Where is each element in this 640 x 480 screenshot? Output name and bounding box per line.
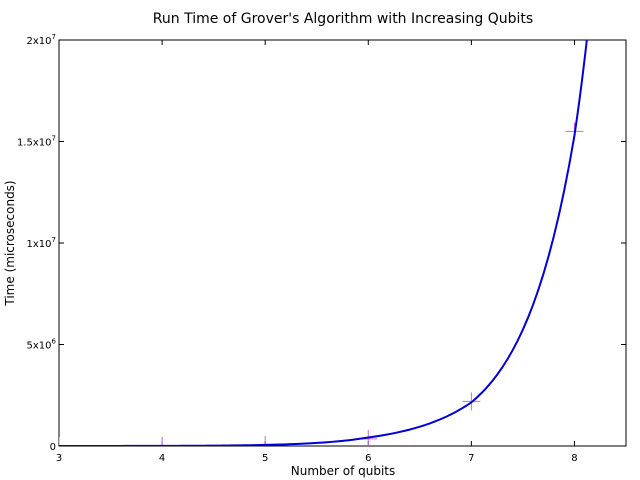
y-tick-label: 5x106 (27, 338, 57, 352)
y-tick-label: 1x107 (27, 236, 56, 250)
x-tick-label: 6 (365, 453, 371, 464)
x-tick-label: 4 (159, 453, 165, 464)
data-point-marker (153, 437, 172, 446)
plot-frame (58, 39, 627, 447)
fit-curve (59, 40, 588, 446)
x-axis-label: Number of qubits (291, 464, 396, 478)
x-tick-label: 3 (56, 453, 62, 464)
x-tick-label: 8 (571, 453, 577, 464)
y-tick-label: 2x107 (27, 33, 56, 47)
x-tick-label: 7 (468, 453, 474, 464)
x-tick-label: 5 (262, 453, 268, 464)
series-group (59, 40, 588, 446)
plot-area: 3 4 5 6 7 8 0 5x106 1x107 1.5x107 2x107 (17, 33, 627, 464)
y-tick-label: 1.5x107 (17, 135, 56, 149)
y-tick-label: 0 (50, 442, 56, 453)
y-axis-label: Time (microseconds) (3, 180, 17, 306)
chart-title: Run Time of Grover's Algorithm with Incr… (153, 11, 533, 27)
